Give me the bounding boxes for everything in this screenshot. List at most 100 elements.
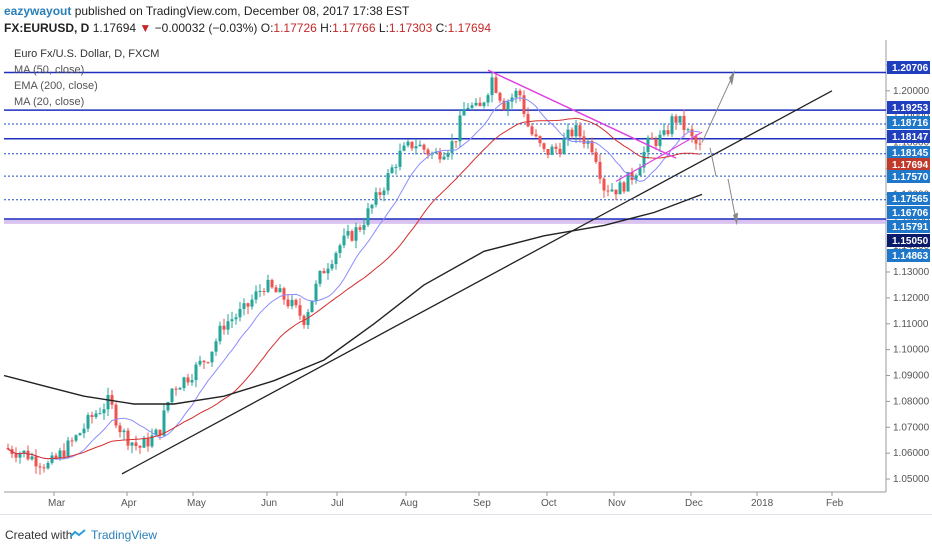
price-badge bbox=[887, 61, 930, 74]
candle-body bbox=[322, 270, 326, 274]
wedge-lower-line bbox=[615, 131, 703, 182]
price-tick-label: 1.06000 bbox=[893, 448, 930, 459]
price-tick-label: 1.11000 bbox=[893, 319, 929, 330]
time-tick-label: Jul bbox=[331, 498, 344, 509]
candle-body bbox=[50, 455, 54, 463]
price-chart[interactable]: 1.05000 1.06000 1.07000 1.08000 1.09000 1.100… bbox=[4, 40, 931, 514]
candle-body bbox=[30, 456, 34, 460]
candle-body bbox=[250, 299, 254, 307]
close-label: C: bbox=[435, 21, 448, 35]
candle-body bbox=[230, 319, 234, 322]
candle-body bbox=[42, 467, 46, 469]
candle-body bbox=[234, 317, 238, 320]
price-badge bbox=[887, 206, 930, 219]
candle-body bbox=[106, 395, 110, 410]
candle-body bbox=[498, 92, 502, 101]
price-badge-label: 1.16706 bbox=[892, 208, 929, 219]
candle-body bbox=[178, 388, 182, 390]
close-value: 1.17694 bbox=[447, 21, 492, 35]
price-badge bbox=[887, 130, 930, 143]
created-with-label: Created with bbox=[5, 528, 73, 542]
candle-body bbox=[22, 450, 26, 454]
candle-body bbox=[278, 288, 282, 293]
price-badge-label: 1.19253 bbox=[892, 103, 929, 114]
author-link[interactable]: eazywayout bbox=[4, 4, 72, 18]
candle-body bbox=[590, 140, 594, 153]
time-tick-label: Sep bbox=[473, 498, 491, 509]
tradingview-logo-icon bbox=[70, 529, 86, 538]
candle-body bbox=[494, 77, 498, 93]
legend-ma50[interactable]: MA (50, close) bbox=[14, 64, 85, 76]
candle-body bbox=[206, 362, 210, 364]
price-badge-label: 1.15050 bbox=[892, 236, 929, 247]
candle-body bbox=[466, 107, 470, 110]
candle-body bbox=[294, 299, 298, 306]
candle-body bbox=[326, 268, 330, 274]
candle-body bbox=[682, 115, 686, 130]
low-value: 1.17303 bbox=[388, 21, 433, 35]
price-badge bbox=[887, 249, 930, 262]
candle-body bbox=[210, 351, 214, 363]
price-badge-label: 1.15791 bbox=[892, 222, 929, 233]
candle-body bbox=[610, 189, 614, 192]
candle-body bbox=[574, 125, 578, 137]
candle-body bbox=[674, 116, 678, 123]
symbol-label[interactable]: FX:EURUSD, D bbox=[4, 21, 90, 35]
price-tick-label: 1.08000 bbox=[893, 396, 930, 407]
candle-body bbox=[26, 450, 30, 460]
ma50-line bbox=[7, 97, 701, 460]
candle-body bbox=[114, 404, 118, 426]
last-price: 1.17694 bbox=[92, 21, 137, 35]
legend-title: Euro Fx/U.S. Dollar, D, FXCM bbox=[14, 48, 160, 60]
price-badge-label: 1.18716 bbox=[892, 118, 929, 129]
candle-body bbox=[478, 102, 482, 107]
candle-body bbox=[262, 290, 266, 292]
candle-body bbox=[518, 90, 522, 96]
legend-ma20[interactable]: MA (20, close) bbox=[14, 96, 85, 108]
price-badge bbox=[887, 220, 930, 233]
candle-body bbox=[102, 409, 106, 414]
candle-body bbox=[678, 115, 682, 123]
candle-body bbox=[422, 144, 426, 150]
price-badge-label: 1.20706 bbox=[892, 63, 929, 74]
candle-body bbox=[370, 204, 374, 209]
candle-body bbox=[670, 116, 674, 135]
candle-body bbox=[158, 429, 162, 436]
candle-body bbox=[270, 279, 274, 288]
tradingview-link[interactable]: TradingView bbox=[91, 528, 158, 542]
candle-body bbox=[354, 227, 358, 241]
price-tick-label: 1.18000 bbox=[893, 138, 930, 149]
candle-body bbox=[174, 388, 178, 390]
candle-body bbox=[482, 102, 486, 107]
candle-body bbox=[226, 321, 230, 330]
candle-body bbox=[374, 192, 378, 205]
price-badge-label: 1.18145 bbox=[892, 148, 929, 159]
candle-body bbox=[258, 290, 262, 292]
candle-body bbox=[342, 235, 346, 246]
candle-body bbox=[38, 466, 42, 468]
candle-body bbox=[190, 380, 194, 383]
price-badge-label: 1.14863 bbox=[892, 251, 929, 262]
chart-panel[interactable]: 1.05000 1.06000 1.07000 1.08000 1.09000 1.100… bbox=[4, 40, 931, 514]
legend-ema200[interactable]: EMA (200, close) bbox=[14, 80, 98, 92]
candle-body bbox=[690, 129, 694, 137]
candle-body bbox=[426, 149, 430, 155]
candle-body bbox=[90, 415, 94, 418]
chart-header: eazywayout published on TradingView.com,… bbox=[0, 0, 932, 40]
candle-body bbox=[546, 148, 550, 155]
time-tick-label: Mar bbox=[48, 498, 66, 509]
candle-body bbox=[410, 141, 414, 149]
candle-body bbox=[530, 126, 534, 135]
candle-body bbox=[290, 299, 294, 307]
down-arrow-icon: ▼ bbox=[139, 21, 152, 35]
candle-body bbox=[414, 146, 418, 149]
candle-body bbox=[650, 137, 654, 139]
time-tick-label: Feb bbox=[826, 498, 844, 509]
time-tick-label: Oct bbox=[541, 498, 557, 509]
price-badge-label: 1.17570 bbox=[892, 172, 929, 183]
candle-body bbox=[666, 130, 670, 135]
candle-body bbox=[142, 437, 146, 448]
time-tick-label: Aug bbox=[400, 498, 418, 509]
candle-body bbox=[154, 429, 158, 436]
candle-body bbox=[562, 138, 566, 155]
